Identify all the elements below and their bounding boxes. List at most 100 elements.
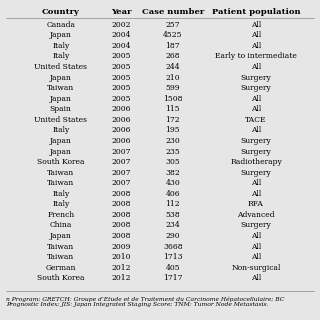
Text: Year: Year [111,8,132,16]
Text: All: All [251,274,261,282]
Text: Surgery: Surgery [241,84,271,92]
Text: 2002: 2002 [112,21,131,29]
Text: All: All [251,243,261,251]
Text: Case number: Case number [142,8,204,16]
Text: Italy: Italy [52,52,69,60]
Text: All: All [251,126,261,134]
Text: United States: United States [34,63,87,71]
Text: 2005: 2005 [112,84,131,92]
Text: 2008: 2008 [112,232,131,240]
Text: Patient population: Patient population [212,8,300,16]
Text: 187: 187 [165,42,180,50]
Text: 2008: 2008 [112,190,131,198]
Text: 2008: 2008 [112,200,131,208]
Text: 2007: 2007 [112,169,131,177]
Text: Canada: Canada [46,21,75,29]
Text: Surgery: Surgery [241,169,271,177]
Text: Taiwan: Taiwan [47,84,75,92]
Text: 599: 599 [165,84,180,92]
Text: 1508: 1508 [163,95,182,103]
Text: Non-surgical: Non-surgical [231,264,281,272]
Text: Japan: Japan [50,31,72,39]
Text: Taiwan: Taiwan [47,243,75,251]
Text: 234: 234 [165,221,180,229]
Text: 2005: 2005 [112,63,131,71]
Text: Taiwan: Taiwan [47,169,75,177]
Text: Radiotherapy: Radiotherapy [230,158,282,166]
Text: Italy: Italy [52,200,69,208]
Text: All: All [251,95,261,103]
Text: 244: 244 [165,63,180,71]
Text: German: German [45,264,76,272]
Text: 2006: 2006 [112,116,131,124]
Text: 2007: 2007 [112,179,131,187]
Text: 195: 195 [165,126,180,134]
Text: 305: 305 [165,158,180,166]
Text: 268: 268 [165,52,180,60]
Text: Italy: Italy [52,42,69,50]
Text: All: All [251,232,261,240]
Text: Surgery: Surgery [241,221,271,229]
Text: 115: 115 [165,105,180,113]
Text: 2012: 2012 [112,274,131,282]
Text: Italy: Italy [52,126,69,134]
Text: 2008: 2008 [112,211,131,219]
Text: RFA: RFA [248,200,264,208]
Text: All: All [251,105,261,113]
Text: Japan: Japan [50,137,72,145]
Text: All: All [251,31,261,39]
Text: 2007: 2007 [112,158,131,166]
Text: 210: 210 [165,74,180,82]
Text: 235: 235 [165,148,180,156]
Text: n Program; GRETCH: Groupe d’Etude et de Traitement du Carcinome Hépatocellulaire: n Program; GRETCH: Groupe d’Etude et de … [6,296,285,307]
Text: South Korea: South Korea [37,158,84,166]
Text: 538: 538 [165,211,180,219]
Text: 3668: 3668 [163,243,183,251]
Text: 405: 405 [165,264,180,272]
Text: Surgery: Surgery [241,137,271,145]
Text: 406: 406 [165,190,180,198]
Text: 230: 230 [165,137,180,145]
Text: 4525: 4525 [163,31,182,39]
Text: Surgery: Surgery [241,74,271,82]
Text: 2005: 2005 [112,74,131,82]
Text: 1713: 1713 [163,253,183,261]
Text: All: All [251,21,261,29]
Text: 257: 257 [165,21,180,29]
Text: French: French [47,211,75,219]
Text: 2004: 2004 [112,31,131,39]
Text: Taiwan: Taiwan [47,179,75,187]
Text: All: All [251,63,261,71]
Text: 2005: 2005 [112,52,131,60]
Text: 290: 290 [165,232,180,240]
Text: Italy: Italy [52,190,69,198]
Text: China: China [50,221,72,229]
Text: TACE: TACE [245,116,267,124]
Text: All: All [251,253,261,261]
Text: 112: 112 [165,200,180,208]
Text: Japan: Japan [50,74,72,82]
Text: 2006: 2006 [112,105,131,113]
Text: 2007: 2007 [112,148,131,156]
Text: 2005: 2005 [112,95,131,103]
Text: 2006: 2006 [112,126,131,134]
Text: Spain: Spain [50,105,72,113]
Text: 2004: 2004 [112,42,131,50]
Text: Country: Country [42,8,80,16]
Text: Japan: Japan [50,232,72,240]
Text: 382: 382 [165,169,180,177]
Text: 2006: 2006 [112,137,131,145]
Text: 2010: 2010 [112,253,131,261]
Text: All: All [251,42,261,50]
Text: Advanced: Advanced [237,211,275,219]
Text: Surgery: Surgery [241,148,271,156]
Text: 2008: 2008 [112,221,131,229]
Text: South Korea: South Korea [37,274,84,282]
Text: 2009: 2009 [112,243,131,251]
Text: All: All [251,190,261,198]
Text: Japan: Japan [50,148,72,156]
Text: 172: 172 [165,116,180,124]
Text: All: All [251,179,261,187]
Text: 430: 430 [165,179,180,187]
Text: Taiwan: Taiwan [47,253,75,261]
